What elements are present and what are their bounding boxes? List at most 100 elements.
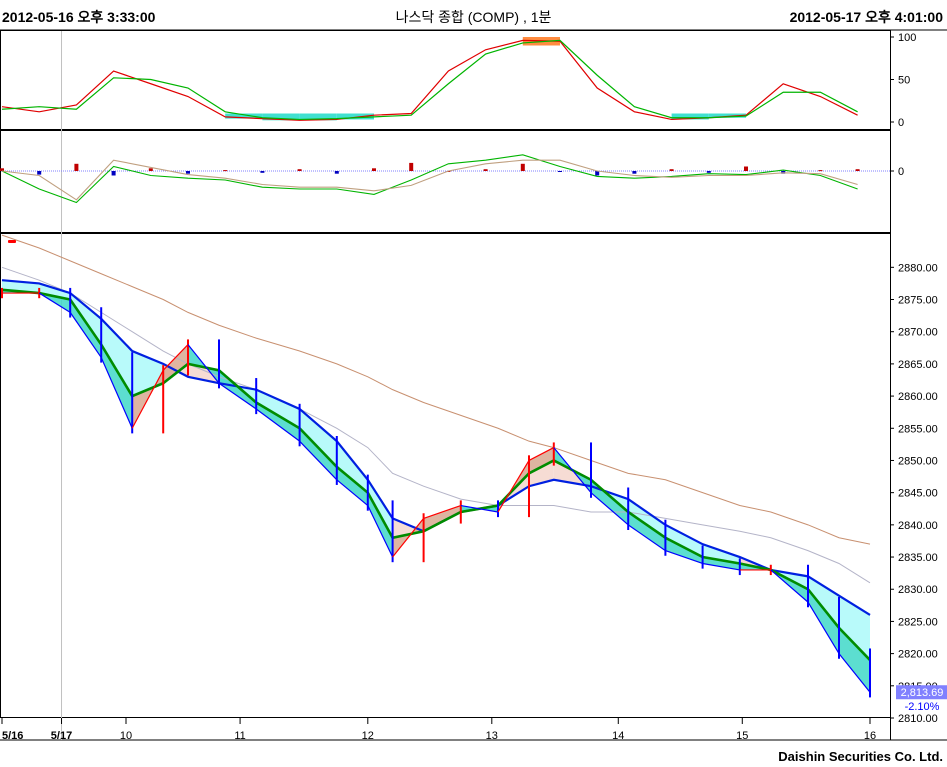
price-line-segment	[69, 312, 102, 358]
price-band-segment	[367, 492, 393, 558]
ma-longest-line	[1, 266, 871, 584]
last-price-label: 2,813.69	[901, 687, 944, 699]
price-line-segment	[392, 518, 425, 558]
ma-cloud-segment	[367, 479, 393, 538]
chart-title: 나스닥 종합 (COMP) , 1분	[395, 9, 552, 25]
stoch-tick-label-0: 0	[898, 117, 904, 129]
price-tick-label-2820.00: 2820.00	[898, 649, 938, 661]
macd-histogram-bar	[260, 171, 265, 173]
price-tick-label-2840.00: 2840.00	[898, 520, 938, 532]
price-tick-label-2870.00: 2870.00	[898, 327, 938, 339]
price-line-segment	[38, 292, 71, 313]
macd-histogram-bar	[186, 171, 190, 174]
macd-histogram-bar	[632, 171, 637, 174]
price-band-segment	[628, 511, 666, 551]
macd-histogram-bar	[483, 169, 488, 171]
price-band-segment	[702, 557, 740, 570]
stoch-line-2	[1, 39, 858, 121]
price-tick-label-2860.00: 2860.00	[898, 391, 938, 403]
price-line-segment	[255, 408, 300, 442]
macd-histogram-bar	[409, 162, 414, 171]
price-line-segment	[702, 562, 740, 571]
price-band-segment	[336, 466, 368, 506]
stoch-oversold-fill	[708, 113, 746, 118]
x-tick-label-11: 11	[234, 730, 245, 742]
price-line-segment	[299, 440, 338, 481]
ma-cloud-segment	[529, 460, 554, 487]
macd-histogram-bar	[520, 163, 525, 171]
price-tick-label-2845.00: 2845.00	[898, 488, 938, 500]
x-tick-label-16: 16	[864, 730, 876, 742]
price-line-segment	[131, 370, 164, 429]
price-band-segment	[299, 428, 337, 480]
panel-frame-3	[0, 233, 891, 718]
ma-cloud-segment	[256, 389, 300, 429]
price-tick-label-2865.00: 2865.00	[898, 359, 938, 371]
x-tick-label-14: 14	[612, 730, 624, 742]
price-line-segment	[627, 524, 666, 552]
x-tick-label-15: 15	[736, 730, 748, 742]
price-line-segment	[770, 569, 809, 603]
price-line-segment	[218, 382, 257, 410]
macd-histogram-bar	[818, 170, 823, 172]
price-line-segment	[838, 653, 871, 693]
price-band-segment	[665, 537, 703, 564]
stoch-oversold-fill	[671, 113, 709, 120]
ma-short-line	[1, 288, 871, 661]
macd-histogram-bar	[595, 171, 600, 176]
price-tick-label-2875.00: 2875.00	[898, 295, 938, 307]
price-line-segment	[423, 504, 461, 519]
stoch-oversold-fill	[336, 113, 374, 120]
price-band-segment	[132, 370, 164, 429]
start-time: 2012-05-16 오후 3:33:00	[2, 9, 156, 25]
price-tick-label-2830.00: 2830.00	[898, 584, 938, 596]
price-line-segment	[528, 447, 555, 461]
price-line-segment	[162, 344, 189, 371]
macd-histogram-bar	[223, 170, 228, 172]
price-tick-label-2855.00: 2855.00	[898, 423, 938, 435]
macd-histogram-bar	[372, 168, 376, 171]
macd-histogram-bar	[297, 169, 302, 171]
macd-histogram-bar	[706, 171, 711, 173]
ma-cloud-segment	[665, 524, 703, 558]
price-band-segment	[163, 344, 188, 384]
macd-histogram-bar	[855, 169, 860, 171]
macd-line-2	[1, 159, 858, 201]
ma-cloud-segment	[808, 576, 839, 628]
macd-histogram-bar	[148, 168, 153, 171]
macd-histogram-bar	[111, 171, 116, 176]
price-line-segment	[187, 344, 220, 384]
macd-histogram-bar	[0, 168, 4, 171]
ma-cloud-segment	[299, 408, 337, 467]
ma-cloud-segment	[628, 499, 666, 538]
price-tick-label-2850.00: 2850.00	[898, 455, 938, 467]
price-band-segment	[101, 344, 133, 429]
price-band-segment	[591, 479, 629, 525]
x-tick-label-12: 12	[362, 730, 374, 742]
price-line-segment	[367, 505, 394, 558]
price-tick-label-2825.00: 2825.00	[898, 616, 938, 628]
macd-histogram-bar	[744, 166, 748, 171]
price-band-segment	[808, 589, 839, 654]
macd-histogram-bar	[558, 171, 562, 172]
stoch-oversold-fill	[225, 113, 263, 119]
price-tick-label-2880.00: 2880.00	[898, 262, 938, 274]
price-line-segment	[100, 357, 133, 429]
price-band-segment	[839, 627, 870, 693]
ma-cloud-segment	[39, 283, 71, 300]
copyright-footer: Daishin Securities Co. Ltd.	[778, 749, 943, 764]
price-line-segment	[807, 601, 840, 654]
price-band-segment	[70, 299, 102, 358]
price-tick-label-2835.00: 2835.00	[898, 552, 938, 564]
price-line-segment	[336, 479, 369, 506]
ma-cloud-segment	[101, 318, 133, 397]
ma-long-line	[1, 234, 871, 545]
x-tick-label-5/16: 5/16	[2, 730, 23, 742]
macd-line-1	[1, 154, 858, 204]
price-line-segment	[553, 447, 592, 494]
macd-tick-label-0: 0	[898, 166, 904, 178]
chart-header: 2012-05-16 오후 3:33:00 나스닥 종합 (COMP) , 1분…	[0, 0, 947, 30]
price-line-segment	[460, 504, 499, 513]
x-tick-label-10: 10	[120, 730, 132, 742]
